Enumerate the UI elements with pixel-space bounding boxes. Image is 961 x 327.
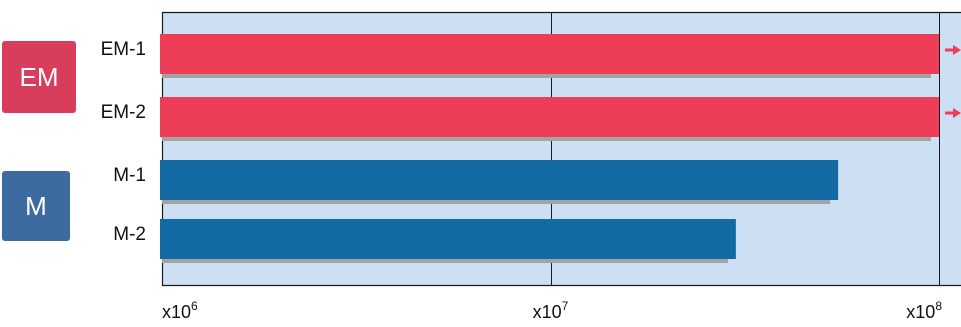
category-label-m-2: M-2: [113, 224, 146, 245]
bar-m-1: [160, 160, 839, 200]
bar-overflow-arrow-em-2: [945, 108, 961, 118]
bar-overflow-arrow-em-1: [945, 45, 961, 55]
group-badge-em-label: EM: [19, 61, 59, 92]
bar-m-2: [160, 219, 736, 259]
category-label-em-2: EM-2: [101, 102, 146, 123]
group-badge-em: EM: [2, 41, 76, 113]
bar-em-1: [160, 34, 939, 74]
x-tick-label-8: x108: [906, 299, 942, 322]
group-badge-m-label: M: [25, 190, 47, 221]
category-label-em-1: EM-1: [101, 39, 146, 60]
group-badge-m: M: [2, 171, 70, 241]
bar-em-2: [160, 97, 939, 137]
category-label-m-1: M-1: [113, 165, 146, 186]
x-tick-label-7: x107: [533, 299, 569, 322]
x-tick-label-6: x106: [162, 299, 198, 322]
